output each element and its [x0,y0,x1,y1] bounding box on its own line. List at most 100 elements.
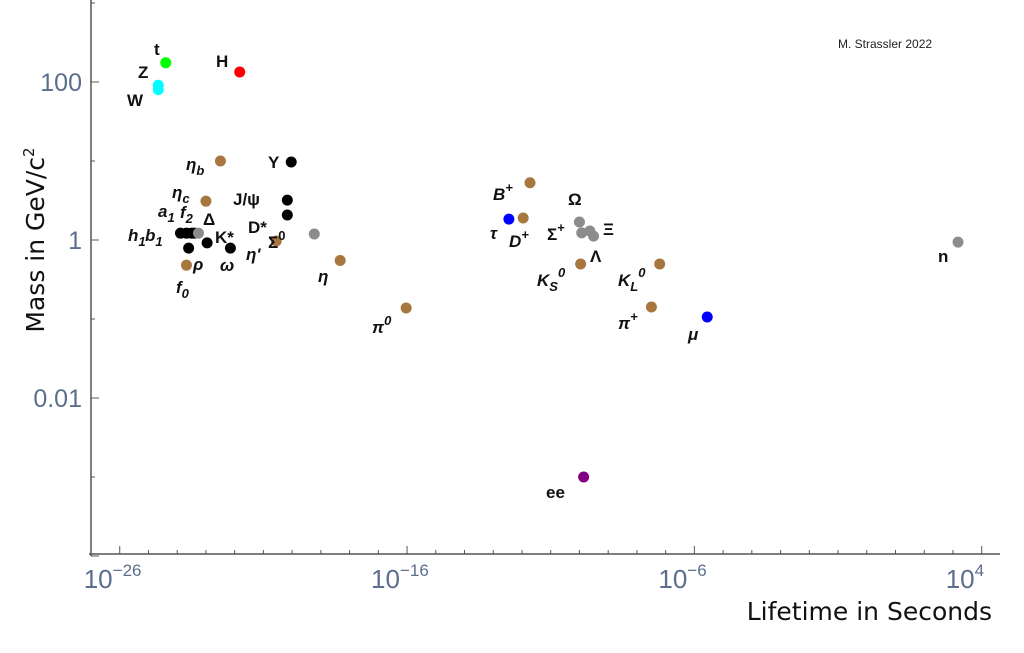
point-label-sub: L [630,279,638,294]
point-label: D* [248,218,267,237]
point-label-sub: c [182,191,190,206]
point-label: KL0 [618,265,646,294]
point-label-sup: + [557,220,565,235]
point-label: τ [490,224,498,243]
data-point [234,66,246,78]
data-point [400,302,412,314]
point-label-sup: 0 [638,265,646,280]
point-label-sup: + [521,227,529,242]
point-label-main: τ [490,224,498,243]
point-label: K* [215,228,234,247]
data-point [201,237,213,249]
data-point [152,84,164,96]
point-label-sup: + [505,180,513,195]
point-label-main: D [509,232,521,251]
point-label-main: η [172,183,182,202]
x-tick-label-exponent: −6 [687,561,706,580]
point-label: b1 [145,226,163,249]
data-point [578,471,590,483]
data-point [214,155,226,167]
point-label: ηb [186,155,204,178]
point-label: t [154,40,160,59]
x-tick-label-base: 10 [658,564,687,594]
y-axis-title: Mass in GeV/c2 [20,147,50,332]
data-point [200,195,212,207]
point-label: Ξ [603,220,614,239]
data-points [152,57,964,483]
data-point [192,227,204,239]
point-label: W [127,91,144,110]
x-axis-title: Lifetime in Seconds [747,597,992,626]
point-label-main: ee [546,483,565,502]
point-label-sup: 0 [558,265,566,280]
point-label-main: f [176,278,184,297]
point-label: ρ [192,255,203,274]
point-label: Σ+ [547,220,565,244]
point-label-main: Σ [268,233,278,252]
point-label: Ω [568,190,582,209]
point-label-main: f [180,203,188,222]
point-label-main: η [186,155,196,174]
y-tick-label: 1 [68,227,82,255]
point-label-main: J/ψ [233,190,260,209]
point-label: π0 [372,313,392,337]
point-label: D+ [509,227,529,251]
point-label-sub: 1 [155,234,162,249]
point-label-main: h [128,226,138,245]
y-axis-title-sup: 2 [20,147,38,157]
data-point [517,212,529,224]
point-label-main: Ξ [603,220,614,239]
data-point [575,258,587,270]
point-label-main: D* [248,218,267,237]
x-tick-label-exponent: −26 [113,561,142,580]
data-point [270,235,282,247]
x-tick-label: 10−26 [84,561,142,594]
data-point [503,213,515,225]
point-label: f0 [176,278,190,301]
point-label-main: π [618,314,631,333]
point-label-main: Σ [547,225,557,244]
point-label: Z [138,63,148,82]
point-label-main: Ω [568,190,582,209]
data-point [224,242,236,254]
point-label-main: b [145,226,155,245]
point-label: a1 [158,202,175,225]
point-label: B+ [493,180,513,204]
data-point [281,194,293,206]
y-tick-label: 100 [40,69,82,97]
point-label: h1 [128,226,146,249]
x-tick-label: 104 [946,561,984,594]
point-label-main: μ [687,325,699,344]
credit-text: M. Strassler 2022 [838,37,932,51]
point-label-sup: 0 [384,313,392,328]
x-tick-label: 10−6 [658,561,706,594]
point-label: H [216,52,228,71]
point-label-sub: 0 [182,286,190,301]
point-label-main: π [372,318,385,337]
point-label-main: W [127,91,144,110]
point-label-main: Z [138,63,148,82]
data-point [701,311,713,323]
data-point [524,177,536,189]
point-label: ω [220,256,234,275]
point-label: J/ψ [233,190,260,209]
point-label: f2 [180,203,194,226]
point-label: ηc [172,183,190,206]
y-axis-title-main: Mass in GeV/c [21,157,50,333]
point-label-sup: 0 [278,228,285,243]
point-label-sub: b [196,163,204,178]
x-tick-label-base: 10 [946,564,975,594]
point-label-sub: 2 [185,211,194,226]
point-label-main: a [158,202,167,221]
data-point [180,259,192,271]
data-point [281,209,293,221]
point-label-main: t [154,40,160,59]
data-point [160,57,172,69]
point-label: Λ [590,247,602,266]
point-label-main: η' [246,245,261,264]
point-label: ee [546,483,565,502]
point-label-sup: + [630,309,638,324]
